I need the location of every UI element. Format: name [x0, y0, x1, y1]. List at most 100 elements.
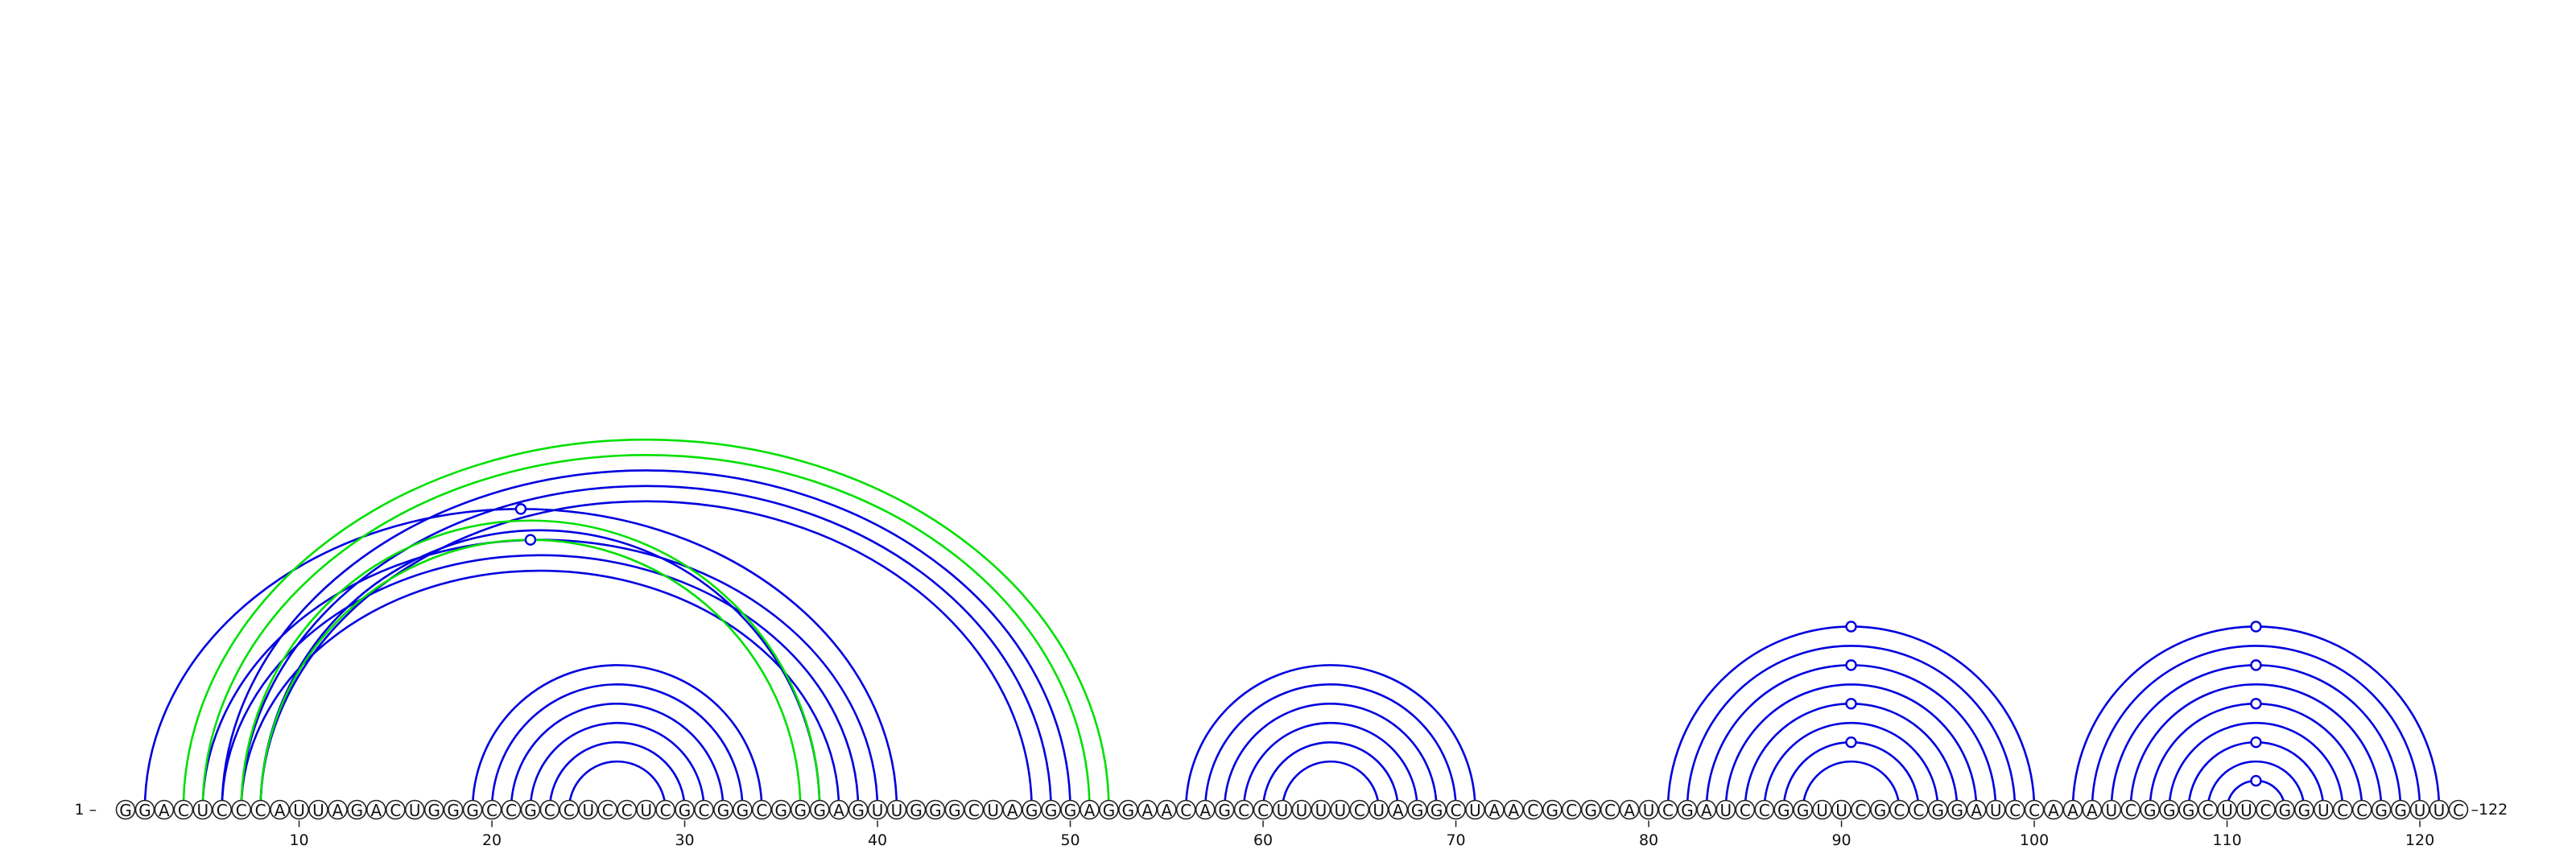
nucleotide-letter: G: [948, 801, 961, 820]
nucleotide: C: [1446, 799, 1466, 820]
nucleotide: G: [462, 799, 483, 820]
nucleotide-letter: C: [660, 801, 671, 820]
nucleotide-circle: [1735, 799, 1756, 820]
nucleotide-circle: [1561, 799, 1582, 820]
nucleotide: C: [2120, 799, 2141, 820]
nucleotide-circle: [770, 799, 791, 820]
nucleotide-letter: C: [236, 801, 247, 820]
nucleotide: U: [1831, 799, 1852, 820]
nucleotide: U: [289, 799, 309, 820]
base-pair-arc: [471, 664, 763, 811]
nucleotide: G: [1928, 799, 1948, 820]
nucleotide-circle: [2256, 799, 2276, 820]
nucleotide: G: [675, 799, 695, 820]
nucleotide-letter: A: [2067, 801, 2079, 820]
nucleotide-circle: [1754, 799, 1775, 820]
nucleotide-letter: A: [1393, 801, 1404, 820]
nucleotide: C: [597, 799, 618, 820]
nucleotide: U: [1272, 799, 1293, 820]
nucleotide: A: [1484, 799, 1505, 820]
nucleotide-circle: [906, 799, 927, 820]
nucleotide: G: [443, 799, 464, 820]
tick-label: 10: [289, 831, 308, 849]
nucleotide-circle: [694, 799, 714, 820]
nucleotide-circle: [578, 799, 599, 820]
nucleotide-circle: [1966, 799, 1987, 820]
base-pair-arc: [1802, 760, 1901, 811]
base-pair-arc: [2207, 760, 2306, 811]
nucleotide-letter: G: [2182, 801, 2195, 820]
nucleotide-letter: C: [1238, 801, 1249, 820]
nucleotide: U: [192, 799, 213, 820]
nucleotide-letter: A: [1161, 801, 1172, 820]
nucleotide-circle: [2351, 799, 2372, 820]
nucleotide-circle: [1465, 799, 1485, 820]
nucleotide-letter: G: [1045, 801, 1058, 820]
nucleotide: U: [636, 799, 656, 820]
nucleotide-letter: G: [1681, 801, 1694, 820]
nucleotide-letter: A: [159, 801, 170, 820]
nucleotide-circle: [1851, 799, 1871, 820]
nucleotide-circle: [867, 799, 888, 820]
nucleotide-circle: [1657, 799, 1678, 820]
nucleotide: G: [2390, 799, 2411, 820]
nucleotide-letter: A: [1624, 801, 1635, 820]
tick-label: 80: [1639, 831, 1658, 849]
nucleotide: G: [2275, 799, 2295, 820]
nucleotide-letter: U: [196, 801, 208, 820]
nucleotide: G: [790, 799, 811, 820]
nucleotide-letter: U: [1373, 801, 1385, 820]
nucleotide-circle: [1060, 799, 1080, 820]
nucleotide: C: [231, 799, 252, 820]
nucleotide-letter: C: [968, 801, 980, 820]
nucleotide: C: [2351, 799, 2372, 820]
base-pair-arc: [1763, 721, 1939, 811]
nucleotide-circle: [2409, 799, 2430, 820]
nucleotide: G: [1214, 799, 1235, 820]
base-pair-arc: [1281, 760, 1381, 811]
nucleotide: C: [1233, 799, 1254, 820]
arc-markers: [514, 503, 2262, 787]
base-pair-arc: [490, 683, 744, 811]
nucleotide-letter: G: [1546, 801, 1559, 820]
nucleotide: C: [2256, 799, 2276, 820]
nucleotide-circle: [1368, 799, 1389, 820]
nucleotide-letter: G: [717, 801, 730, 820]
nucleotide-letter: C: [2029, 801, 2040, 820]
nucleotide-circle: [1812, 799, 1832, 820]
arc-marker: [524, 534, 537, 546]
nucleotide-circle: [192, 799, 213, 820]
nucleotide: G: [2294, 799, 2314, 820]
nucleotide-circle: [1272, 799, 1293, 820]
nucleotide-letter: G: [1777, 801, 1790, 820]
nucleotide: U: [1311, 799, 1331, 820]
nucleotide-circle: [462, 799, 483, 820]
base-pair-arc: [2129, 683, 2383, 811]
nucleotide-circle: [925, 799, 946, 820]
nucleotide-circle: [2236, 799, 2256, 820]
base-pair-arc: [568, 760, 667, 811]
base-pair-arc: [221, 469, 1071, 811]
nucleotide-circle: [1002, 799, 1022, 820]
nucleotide-letter: A: [1701, 801, 1712, 820]
nucleotide-letter: G: [737, 801, 749, 820]
nucleotide: G: [1426, 799, 1447, 820]
nucleotide: A: [1195, 799, 1216, 820]
nucleotide-letter: G: [1797, 801, 1810, 820]
nucleotide-circle: [1137, 799, 1158, 820]
nucleotide: G: [134, 799, 155, 820]
nucleotide-circle: [1214, 799, 1235, 820]
nucleotide-letter: U: [2318, 801, 2330, 820]
nucleotide-circle: [289, 799, 309, 820]
nucleotide: A: [1157, 799, 1177, 820]
nucleotide: U: [867, 799, 888, 820]
nucleotide-circle: [443, 799, 464, 820]
nucleotide-circle: [1909, 799, 1929, 820]
nucleotide: U: [308, 799, 328, 820]
nucleotide-circle: [636, 799, 656, 820]
nucleotide-letter: G: [2298, 801, 2311, 820]
nucleotide-letter: A: [1971, 801, 1982, 820]
nucleotide-letter: C: [2356, 801, 2368, 820]
nucleotide: U: [2101, 799, 2122, 820]
